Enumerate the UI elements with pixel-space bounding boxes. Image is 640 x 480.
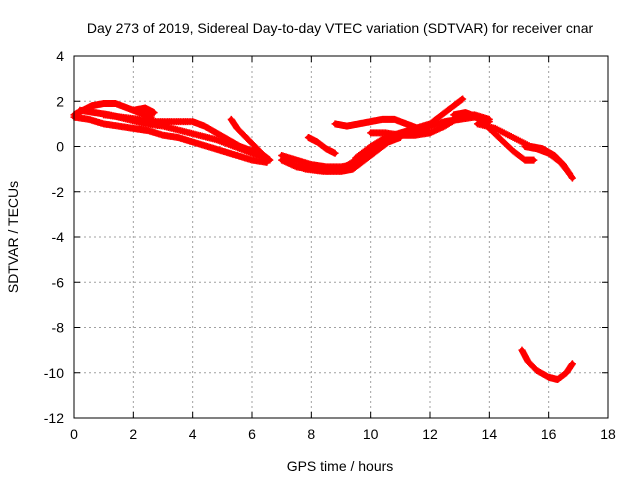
- trace-15: [521, 143, 573, 178]
- y-axis-label: SDTVAR / TECUs: [5, 181, 21, 293]
- data-point: [331, 149, 339, 157]
- x-tick-label: 18: [600, 426, 616, 442]
- data-layer: [70, 95, 576, 384]
- x-tick-label: 10: [363, 426, 379, 442]
- x-tick-label: 4: [189, 426, 197, 442]
- x-tick-label: 8: [307, 426, 315, 442]
- y-tick-label: 4: [56, 48, 64, 64]
- y-tick-label: -2: [52, 184, 65, 200]
- trace-3: [100, 111, 268, 160]
- data-point: [565, 170, 573, 178]
- y-tick-label: -12: [44, 410, 64, 426]
- trace-5: [227, 115, 274, 164]
- x-tick-label: 12: [422, 426, 438, 442]
- data-point: [568, 360, 576, 368]
- y-tick-label: -4: [52, 229, 65, 245]
- ticks: 0 2 4 6 8 10 12 14 16 18 4 2 0 -2 -4 -6 -8 -10 -12: [44, 48, 616, 442]
- trace-11: [352, 95, 467, 162]
- x-tick-label: 0: [70, 426, 78, 442]
- x-tick-label: 2: [129, 426, 137, 442]
- data-point: [266, 156, 274, 164]
- y-tick-label: 0: [56, 139, 64, 155]
- trace-9: [304, 133, 339, 157]
- data-point: [459, 95, 467, 103]
- x-tick-label: 16: [541, 426, 557, 442]
- chart-title: Day 273 of 2019, Sidereal Day-to-day VTE…: [87, 20, 594, 36]
- y-tick-label: -6: [52, 274, 65, 290]
- x-axis-label: GPS time / hours: [287, 458, 394, 474]
- grid: [74, 56, 608, 418]
- y-tick-label: 2: [56, 93, 64, 109]
- trace-16: [518, 346, 576, 384]
- data-point: [568, 174, 576, 182]
- data-point: [565, 169, 573, 177]
- y-tick-label: -8: [52, 320, 65, 336]
- x-tick-label: 6: [248, 426, 256, 442]
- y-tick-label: -10: [44, 365, 64, 381]
- data-point: [530, 156, 538, 164]
- data-point: [485, 115, 493, 123]
- x-tick-label: 14: [482, 426, 498, 442]
- trace-4: [129, 104, 158, 117]
- data-point: [150, 109, 158, 117]
